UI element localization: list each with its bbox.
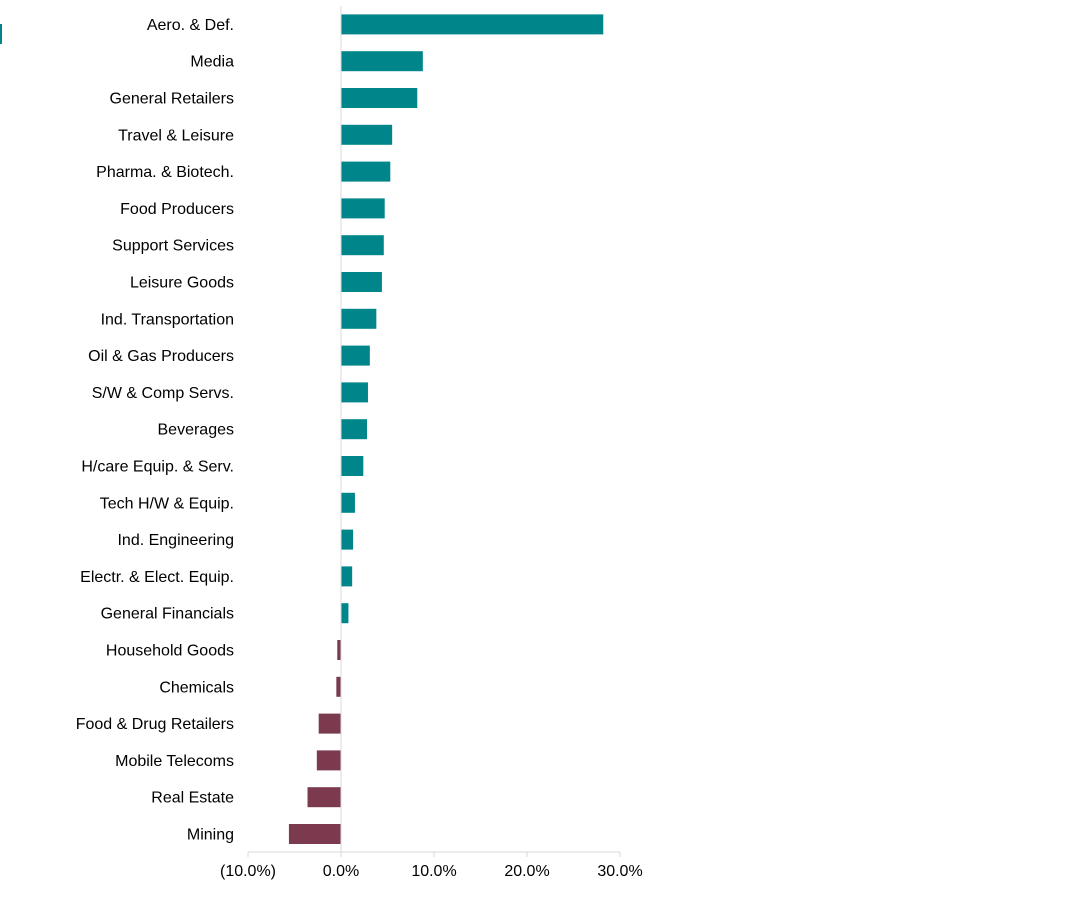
category-label-mining: Mining xyxy=(187,827,234,844)
bar-food-producers xyxy=(341,198,385,219)
bar-general-financials xyxy=(341,603,349,624)
legend-marker xyxy=(0,24,2,44)
bar-pharma-biotech xyxy=(341,161,391,182)
bar-leisure-goods xyxy=(341,272,382,292)
category-label-beverages: Beverages xyxy=(158,422,235,439)
bar-oil-gas-producers xyxy=(341,345,370,366)
bar-beverages xyxy=(341,419,368,440)
bar-support-services xyxy=(341,235,384,256)
category-label-support-services: Support Services xyxy=(112,238,234,255)
bar-electr-elect-equip xyxy=(341,566,353,587)
category-labels: Aero. & Def. Media General Retailers Travel… xyxy=(76,17,234,844)
category-label-h-care-equip-serv: H/care Equip. & Serv. xyxy=(81,459,234,476)
category-label-ind-transportation: Ind. Transportation xyxy=(101,311,234,328)
bar-ind-engineering xyxy=(341,529,354,550)
category-label-food-producers: Food Producers xyxy=(120,201,234,218)
x-axis-tick-labels: (10.0%) 0.0% 10.0% 20.0% 30.0% xyxy=(220,863,643,880)
category-label-real-estate: Real Estate xyxy=(151,790,234,807)
category-label-general-retailers: General Retailers xyxy=(110,91,235,108)
x-axis xyxy=(247,6,621,857)
x-tick-label: 30.0% xyxy=(597,863,642,880)
x-tick-label: (10.0%) xyxy=(220,863,276,880)
bar-tech-h-w-equip xyxy=(341,492,355,513)
category-label-leisure-goods: Leisure Goods xyxy=(130,275,234,292)
bar-aero-def xyxy=(341,14,604,35)
bar-food-drug-retailers xyxy=(318,713,341,734)
x-tick-label: 20.0% xyxy=(504,863,549,880)
category-label-chemicals: Chemicals xyxy=(159,679,234,696)
bar-real-estate xyxy=(307,787,341,808)
category-label-general-financials: General Financials xyxy=(101,606,234,623)
bar-mobile-telecoms xyxy=(316,750,341,771)
category-label-tech-h-w-equip: Tech H/W & Equip. xyxy=(100,495,234,512)
bar-media xyxy=(341,51,423,72)
category-label-mobile-telecoms: Mobile Telecoms xyxy=(115,753,234,770)
category-label-food-drug-retailers: Food & Drug Retailers xyxy=(76,716,234,733)
x-tick-label: 10.0% xyxy=(411,863,456,880)
bar-chemicals xyxy=(336,676,341,697)
category-label-household-goods: Household Goods xyxy=(106,643,234,660)
category-label-pharma-biotech: Pharma. & Biotech. xyxy=(96,164,234,181)
bar-ind-transportation xyxy=(341,308,377,329)
x-tick-label: 0.0% xyxy=(323,863,359,880)
bar-household-goods xyxy=(337,640,341,660)
category-label-s-w-comp-servs: S/W & Comp Servs. xyxy=(92,385,234,402)
bar-s-w-comp-servs xyxy=(341,382,368,403)
bar-h-care-equip-serv xyxy=(341,456,364,476)
category-label-electr-elect-equip: Electr. & Elect. Equip. xyxy=(80,569,234,586)
category-label-media: Media xyxy=(190,54,234,71)
category-label-ind-engineering: Ind. Engineering xyxy=(117,532,234,549)
category-label-travel-leisure: Travel & Leisure xyxy=(118,127,234,144)
category-label-aero-def: Aero. & Def. xyxy=(147,17,234,34)
bar-travel-leisure xyxy=(341,124,393,145)
bar-mining xyxy=(288,824,341,844)
bars-layer xyxy=(288,14,604,844)
category-label-oil-gas-producers: Oil & Gas Producers xyxy=(88,348,234,365)
bar-general-retailers xyxy=(341,88,418,108)
